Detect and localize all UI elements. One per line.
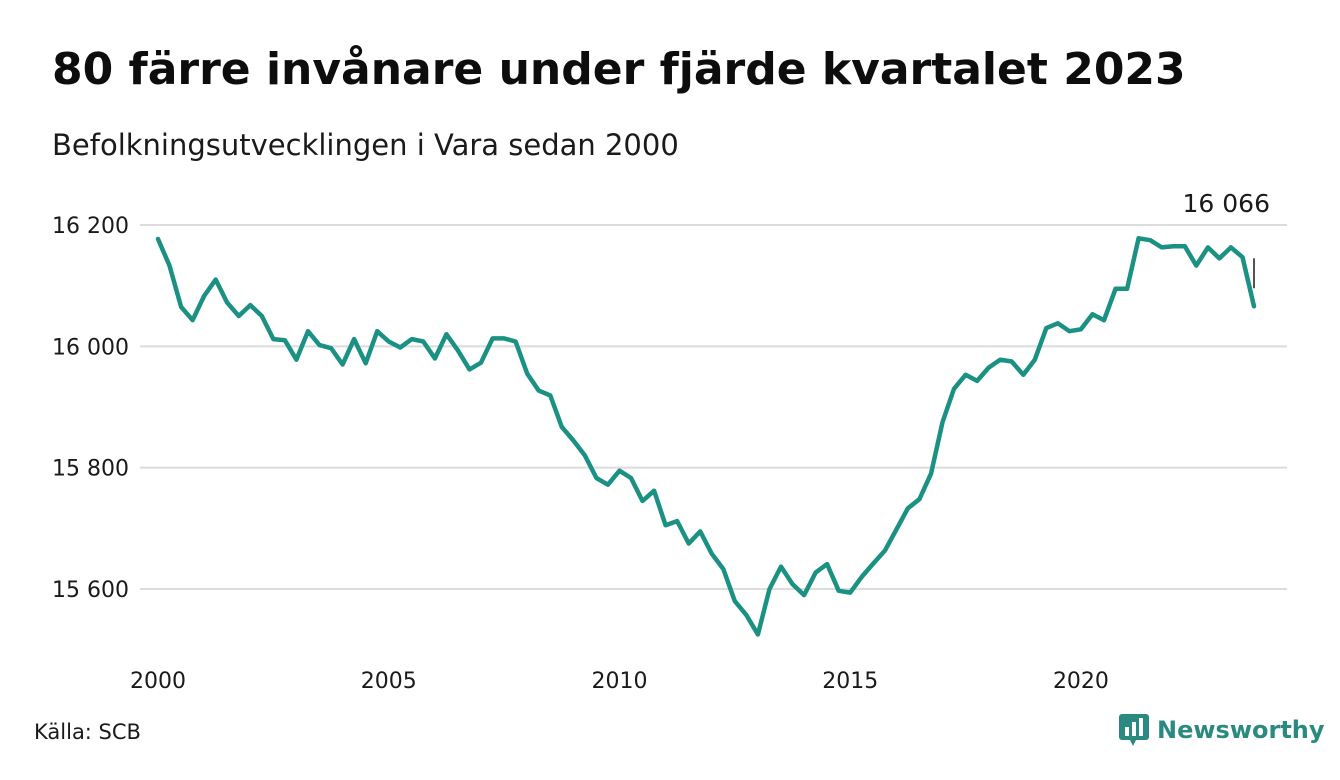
source-note: Källa: SCB — [34, 720, 141, 744]
last-value-label: 16 066 — [1183, 189, 1270, 218]
chart-subtitle: Befolkningsutvecklingen i Vara sedan 200… — [52, 128, 679, 162]
y-tick-label: 15 600 — [52, 578, 129, 603]
brand-logo: Newsworthy — [1119, 714, 1325, 746]
y-tick-label: 15 800 — [52, 457, 129, 482]
x-tick-label: 2020 — [1053, 669, 1109, 694]
y-axis-ticks: 15 600 15 800 16 000 16 200 — [52, 214, 129, 603]
population-line — [155, 236, 1257, 637]
newsworthy-logo-icon — [1119, 714, 1149, 746]
x-tick-label: 2010 — [591, 669, 647, 694]
x-tick-label: 2005 — [361, 669, 417, 694]
gridlines — [140, 224, 1287, 590]
brand-name: Newsworthy — [1157, 716, 1325, 744]
x-axis-ticks: 2000 2005 2010 2015 2020 — [130, 669, 1109, 694]
chart-title: 80 färre invånare under fjärde kvartalet… — [52, 44, 1186, 95]
x-tick-label: 2000 — [130, 669, 186, 694]
x-tick-label: 2015 — [822, 669, 878, 694]
y-tick-label: 16 200 — [52, 214, 129, 239]
y-tick-label: 16 000 — [52, 335, 129, 360]
